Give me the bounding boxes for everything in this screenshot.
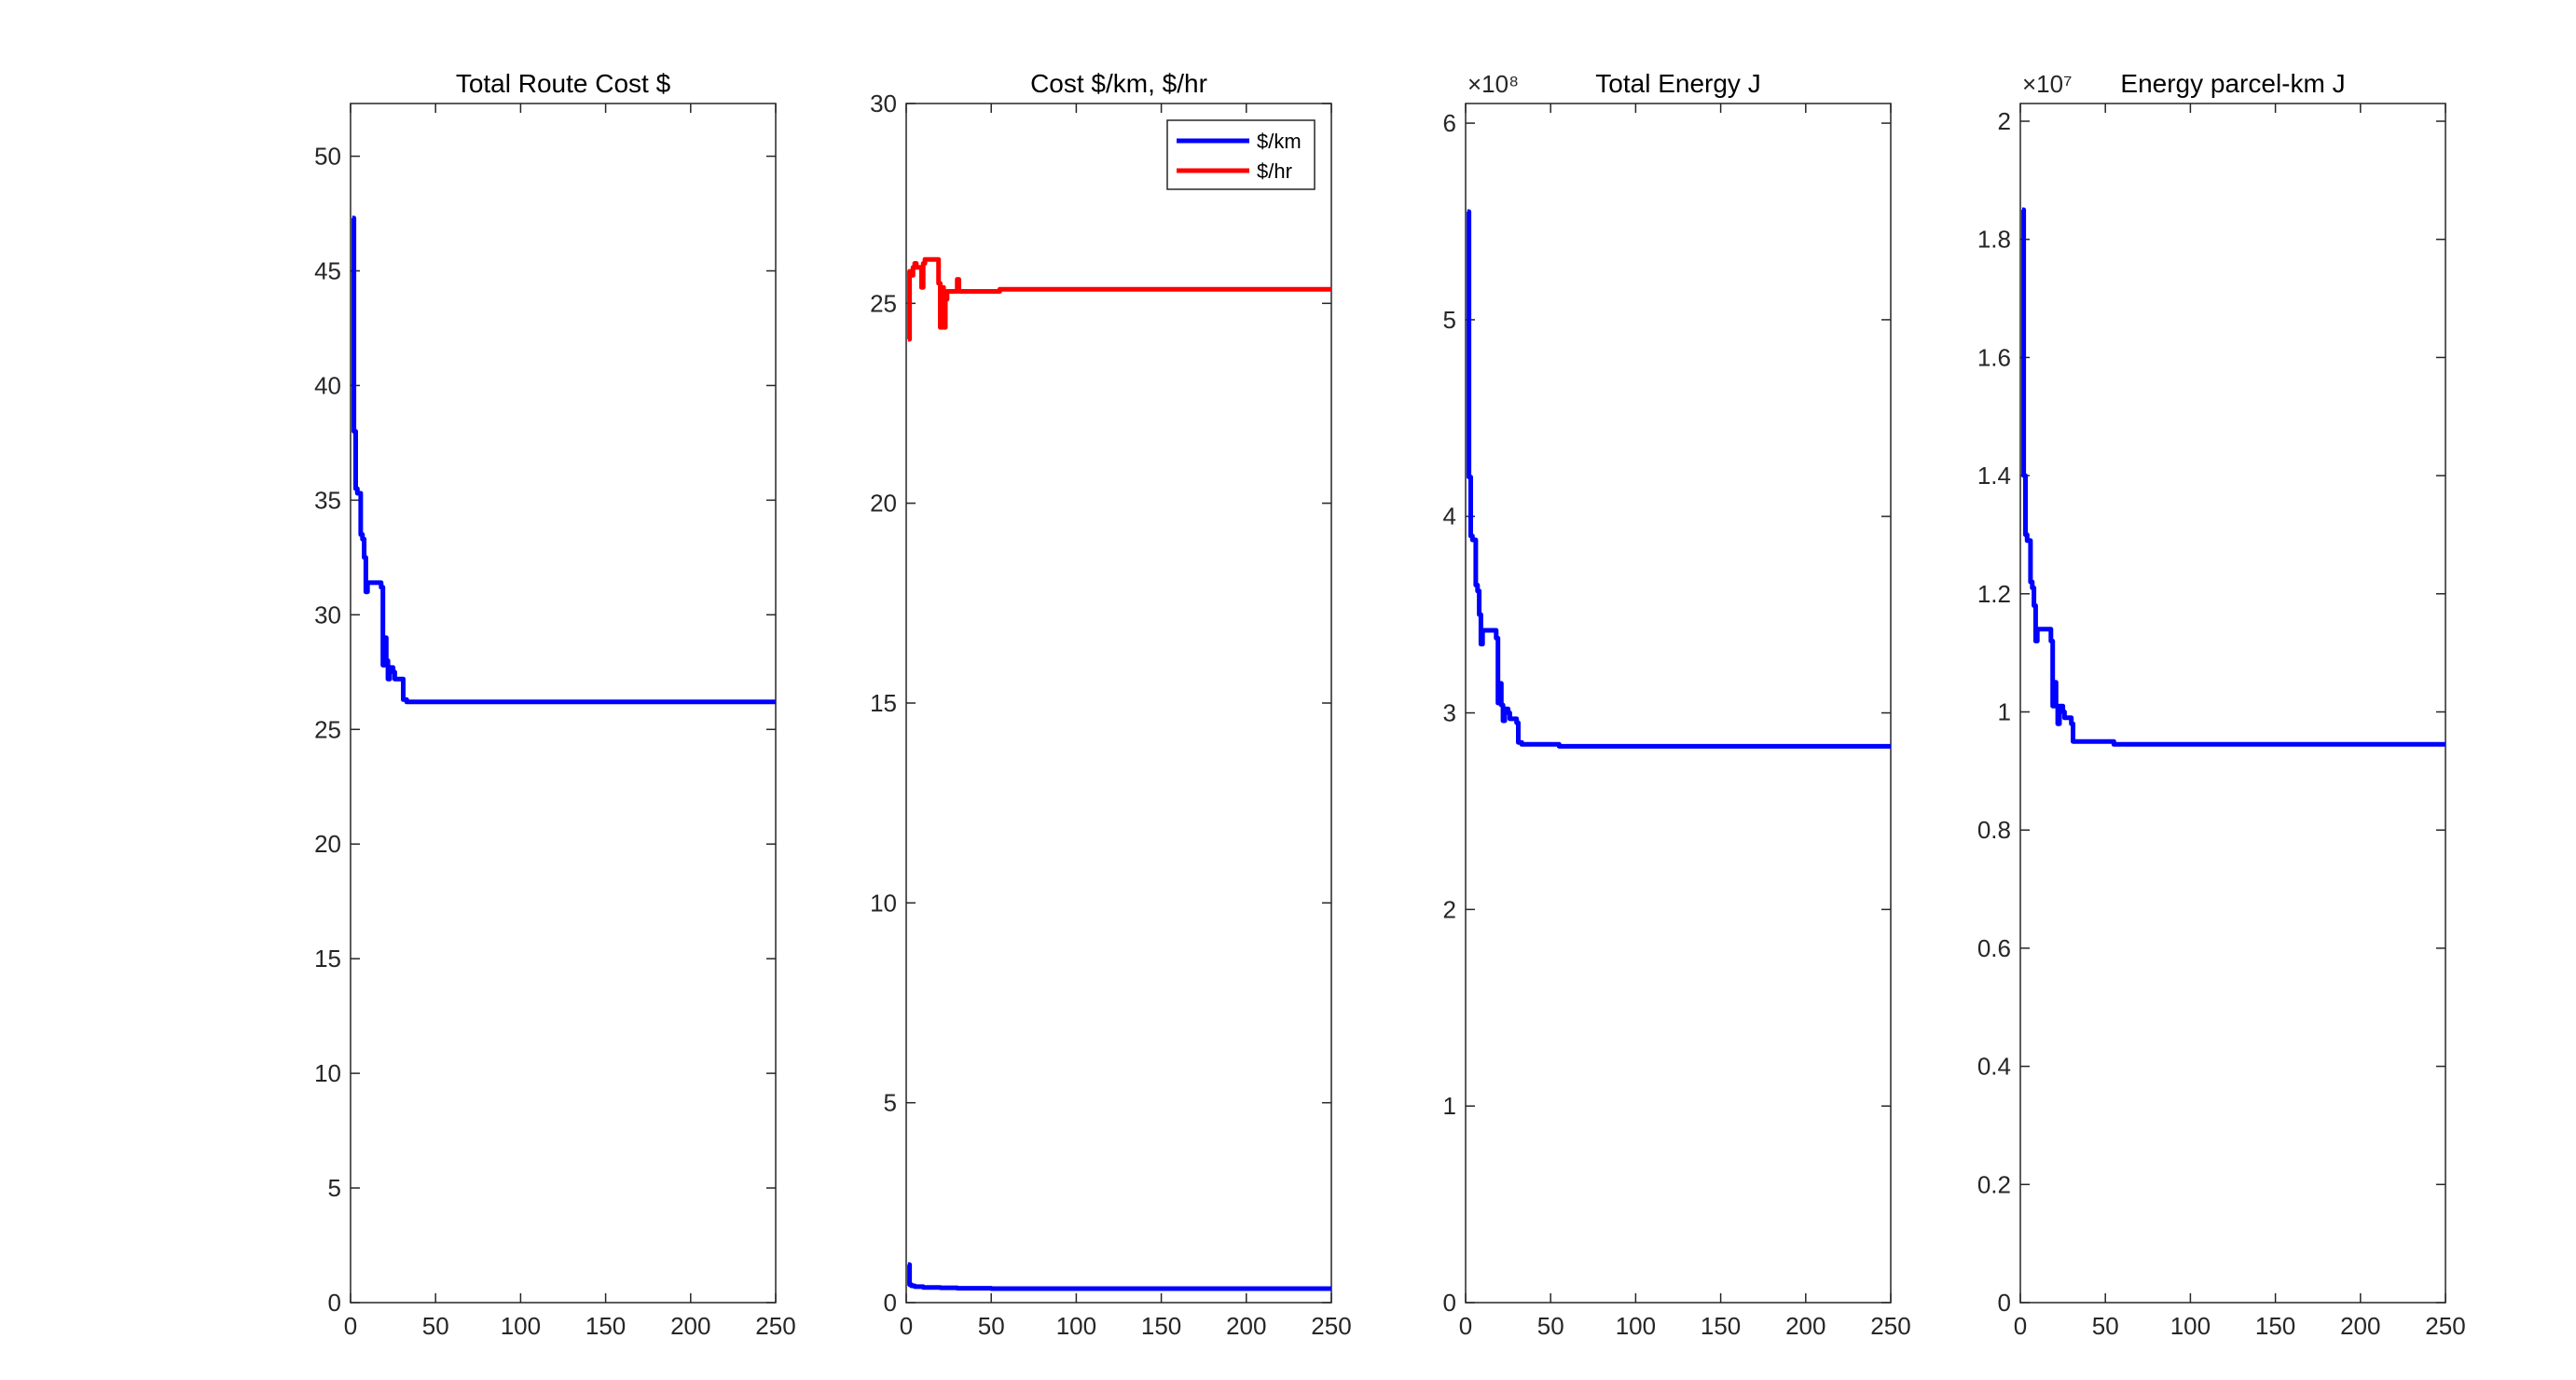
y-tick-label: 1.8 [1977,226,2011,254]
series-line-1 [2021,207,2445,747]
y-tick-label: 40 [314,371,341,399]
y-tick-label: 0 [884,1289,897,1317]
y-tick-label: 5 [884,1089,897,1117]
axes-box [2019,103,2446,1304]
y-tick-label: 5 [1443,306,1456,334]
x-tick-label: 250 [2425,1312,2465,1340]
x-tick-label: 150 [585,1312,626,1340]
y-tick-label: 1.4 [1977,462,2011,490]
x-tick-label: 150 [1701,1312,1741,1340]
x-tick-label: 50 [978,1312,1005,1340]
chart-panel-1: Total Route Cost $ 0 50 100 150 200 250 0 5 10 15 2… [314,69,796,1340]
y-tick-label: 4 [1443,503,1456,531]
x-tick-label: 100 [501,1312,541,1340]
y-tick-label: 0.4 [1977,1053,2011,1081]
y-tick-label: 30 [870,90,897,117]
legend-box [1166,119,1316,190]
x-tick-label: 100 [1616,1312,1656,1340]
y-tick-label: 15 [314,945,341,973]
y-tick-label: 0.8 [1977,816,2011,844]
y-tick-label: 6 [1443,109,1456,137]
x-tick-label: 100 [2170,1312,2211,1340]
y-tick-label: 50 [314,143,341,171]
series-line-1 [351,215,776,705]
y-tick-label: 5 [328,1174,341,1202]
y-exponent-label: ×10⁷ [2022,70,2073,98]
y-tick-label: 30 [314,600,341,628]
y-tick-label: 10 [314,1059,341,1087]
chart-panel-2: Cost $/km, $/hr 0 50 100 150 200 250 0 5 10 15 20 25… [870,69,1352,1340]
y-tick-label: 0 [1443,1289,1456,1317]
y-tick-label: 0 [328,1289,341,1317]
y-tick-label: 1 [1443,1092,1456,1120]
x-tick-label: 150 [1141,1312,1181,1340]
x-tick-label: 0 [900,1312,913,1340]
legend: $/km $/hr [1166,119,1316,190]
y-tick-label: 2 [1443,895,1456,923]
y-tick-label: 25 [870,289,897,317]
chart-panel-3: Total Energy J 0 50 100 150 200 250 0 1 2 3 4 5 6 ×10⁸ [1443,69,1911,1340]
chart-panel-4: Energy parcel-km J 0 50 100 150 200 250 0 0.2 0.4… [1977,69,2466,1340]
chart-title: Total Energy J [1595,69,1760,98]
axes-box [1465,103,1892,1304]
x-tick-label: 200 [1226,1312,1266,1340]
chart-title: Cost $/km, $/hr [1030,69,1207,98]
x-tick-label: 50 [1537,1312,1564,1340]
x-tick-label: 200 [670,1312,710,1340]
y-tick-label: 3 [1443,699,1456,727]
y-tick-label: 35 [314,486,341,514]
y-tick-label: 10 [870,889,897,917]
y-tick-label: 0.6 [1977,934,2011,962]
series-line-1 [1467,209,1891,749]
x-tick-label: 250 [755,1312,795,1340]
series-line-2 [907,256,1331,342]
y-tick-label: 15 [870,689,897,717]
y-tick-label: 2 [1998,107,2011,135]
legend-entry: $/hr [1257,159,1292,183]
x-tick-label: 50 [422,1312,449,1340]
y-tick-label: 20 [314,830,341,858]
y-tick-label: 1.6 [1977,343,2011,371]
x-tick-label: 200 [1785,1312,1825,1340]
y-exponent-label: ×10⁸ [1467,70,1519,98]
x-tick-label: 50 [2092,1312,2119,1340]
legend-entry: $/km [1257,130,1302,153]
x-tick-label: 250 [1311,1312,1351,1340]
y-tick-label: 1 [1998,698,2011,726]
axes-box [905,103,1332,1304]
x-tick-label: 0 [2014,1312,2027,1340]
x-tick-label: 0 [1459,1312,1472,1340]
y-tick-label: 25 [314,715,341,743]
x-tick-label: 100 [1056,1312,1096,1340]
y-tick-label: 20 [870,490,897,518]
x-tick-label: 150 [2255,1312,2295,1340]
x-tick-label: 200 [2340,1312,2380,1340]
y-tick-label: 1.2 [1977,580,2011,608]
x-tick-label: 0 [344,1312,357,1340]
series-line-1 [907,1262,1331,1291]
y-tick-label: 0 [1998,1289,2011,1317]
y-tick-label: 0.2 [1977,1170,2011,1198]
x-tick-label: 250 [1870,1312,1910,1340]
y-tick-label: 45 [314,256,341,284]
chart-title: Total Route Cost $ [456,69,671,98]
chart-title: Energy parcel-km J [2120,69,2345,98]
